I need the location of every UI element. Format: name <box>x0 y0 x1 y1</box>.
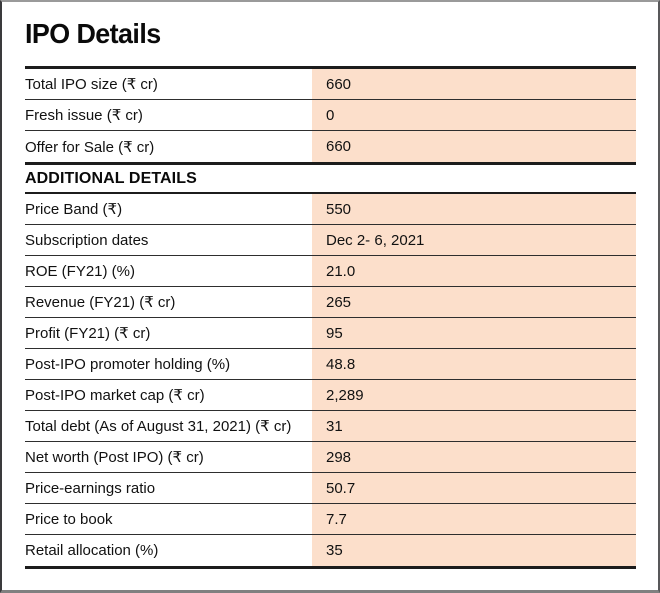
row-label: Post-IPO market cap (₹ cr) <box>25 380 312 410</box>
row-value: 35 <box>326 542 343 559</box>
section-rows: Price Band (₹) 550 Subscription dates Dec 2… <box>25 194 636 566</box>
row-value: 48.8 <box>326 355 356 373</box>
row-label: Profit (FY21) (₹ cr) <box>25 318 312 348</box>
row-value: 50.7 <box>326 479 356 497</box>
row-value-cell: 21.0 <box>312 256 636 286</box>
table-row: Price Band (₹) 550 <box>25 194 636 225</box>
table-row: Total IPO size (₹ cr) 660 <box>25 69 636 100</box>
ipo-table: Total IPO size (₹ cr) 660 Fresh issue (₹ c… <box>25 66 636 569</box>
row-value: 298 <box>326 448 352 466</box>
row-label: Post-IPO promoter holding (%) <box>25 349 312 379</box>
table-row: Post-IPO promoter holding (%) 48.8 <box>25 349 636 380</box>
row-label: Subscription dates <box>25 225 312 255</box>
row-label: Revenue (FY21) (₹ cr) <box>25 287 312 317</box>
row-value-cell: 31 <box>312 411 636 441</box>
section-header-rule <box>25 192 636 194</box>
row-label: Net worth (Post IPO) (₹ cr) <box>25 442 312 472</box>
table-row: Profit (FY21) (₹ cr) 95 <box>25 318 636 349</box>
row-value: 95 <box>326 324 343 342</box>
row-label: Total IPO size (₹ cr) <box>25 69 312 99</box>
row-label: ROE (FY21) (%) <box>25 256 312 286</box>
row-value-cell: 265 <box>312 287 636 317</box>
row-label: Fresh issue (₹ cr) <box>25 100 312 130</box>
row-label: Retail allocation (%) <box>25 535 312 566</box>
row-value-cell: 7.7 <box>312 504 636 534</box>
row-value-cell: 298 <box>312 442 636 472</box>
row-value: 660 <box>326 138 352 155</box>
row-label: Offer for Sale (₹ cr) <box>25 131 312 162</box>
row-value-cell: 0 <box>312 100 636 130</box>
row-value-cell: 95 <box>312 318 636 348</box>
row-value-cell: 660 <box>312 69 636 99</box>
row-value-cell: 550 <box>312 194 636 224</box>
table-row: Offer for Sale (₹ cr) 660 <box>25 131 636 162</box>
section-rule <box>25 162 636 165</box>
page-title: IPO Details <box>25 18 161 49</box>
table-row: ROE (FY21) (%) 21.0 <box>25 256 636 287</box>
title-gap <box>25 50 636 66</box>
row-value: 2,289 <box>326 386 364 404</box>
row-value: Dec 2- 6, 2021 <box>326 231 425 249</box>
section-rule <box>25 66 636 69</box>
row-value: 0 <box>326 106 335 124</box>
table-row: Post-IPO market cap (₹ cr) 2,289 <box>25 380 636 411</box>
row-value-cell: Dec 2- 6, 2021 <box>312 225 636 255</box>
row-value: 21.0 <box>326 262 356 280</box>
row-label: Price-earnings ratio <box>25 473 312 503</box>
row-label: Total debt (As of August 31, 2021) (₹ cr… <box>25 411 312 441</box>
table-row: Fresh issue (₹ cr) 0 <box>25 100 636 131</box>
table-row: Retail allocation (%) 35 <box>25 535 636 566</box>
row-value-cell: 48.8 <box>312 349 636 379</box>
section-header: ADDITIONAL DETAILS <box>25 165 636 192</box>
row-value: 550 <box>326 200 352 218</box>
row-value-cell: 660 <box>312 131 636 162</box>
row-label: Price to book <box>25 504 312 534</box>
row-label: Price Band (₹) <box>25 194 312 224</box>
row-value-cell: 50.7 <box>312 473 636 503</box>
section-rows: Total IPO size (₹ cr) 660 Fresh issue (₹ c… <box>25 69 636 162</box>
row-value: 7.7 <box>326 510 347 528</box>
card-inner: IPO Details Total IPO size (₹ cr) 660 Fres… <box>2 18 658 569</box>
row-value: 31 <box>326 417 343 435</box>
table-row: Price-earnings ratio 50.7 <box>25 473 636 504</box>
row-value-cell: 2,289 <box>312 380 636 410</box>
row-value: 265 <box>326 293 352 311</box>
table-row: Revenue (FY21) (₹ cr) 265 <box>25 287 636 318</box>
table-row: Price to book 7.7 <box>25 504 636 535</box>
table-bottom-rule <box>25 566 636 569</box>
row-value-cell: 35 <box>312 535 636 566</box>
table-row: Subscription dates Dec 2- 6, 2021 <box>25 225 636 256</box>
row-value: 660 <box>326 75 352 93</box>
table-row: Total debt (As of August 31, 2021) (₹ cr… <box>25 411 636 442</box>
table-row: Net worth (Post IPO) (₹ cr) 298 <box>25 442 636 473</box>
